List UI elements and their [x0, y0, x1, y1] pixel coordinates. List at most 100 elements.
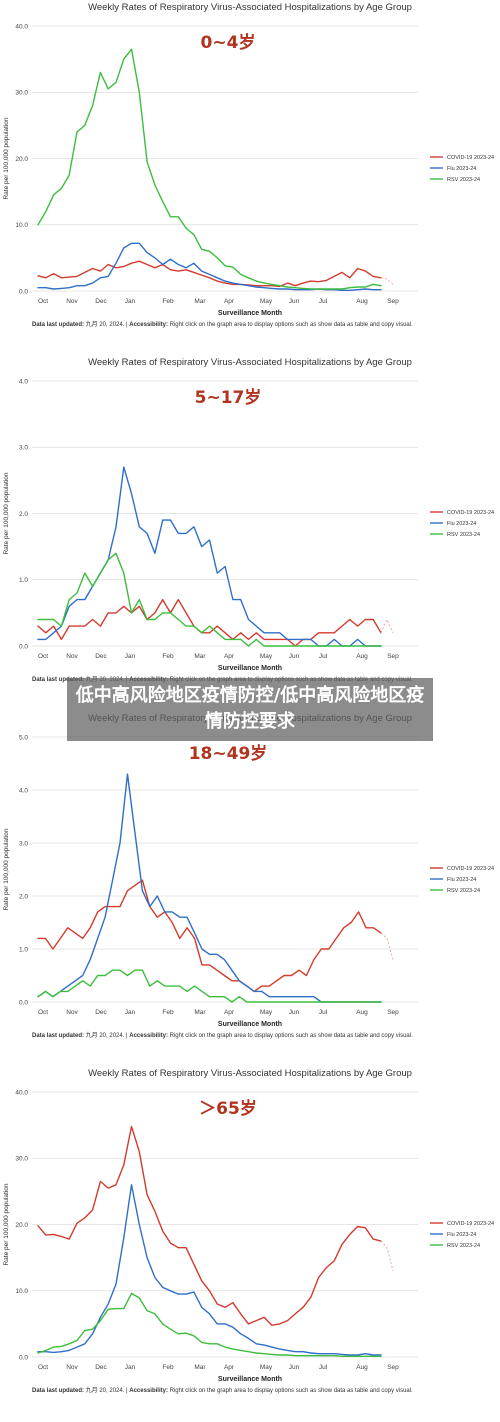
x-tick-label: Apr [224, 1009, 235, 1016]
series-projection [380, 618, 394, 634]
footnote-accessibility-label: Accessibility: [129, 1033, 168, 1039]
y-tick-label: 1.0 [19, 577, 28, 584]
x-tick-label: Feb [162, 1009, 174, 1016]
legend-label: Flu 2023-24 [447, 521, 476, 527]
footnote-text: Right click on the graph area to display… [168, 1388, 413, 1394]
overlay-text: 低中高风险地区疫情防控/低中高风险地区疫情防控要求 [75, 685, 425, 732]
x-tick-label: Nov [66, 1364, 78, 1371]
x-tick-label: Jun [289, 1009, 300, 1016]
y-axis-label: Rate per 100,000 population [3, 117, 10, 199]
y-tick-label: 0.0 [19, 288, 28, 295]
x-tick-label: Jun [289, 1364, 300, 1371]
age-group-label: 0~4岁 [201, 32, 256, 53]
y-tick-label: 4.0 [19, 378, 28, 385]
legend-label: Flu 2023-24 [447, 1232, 476, 1238]
chart-panel: Weekly Rates of Respiratory Virus-Associ… [0, 0, 500, 355]
footnote-updated-label: Data last updated: [32, 1033, 84, 1039]
series-line [37, 466, 382, 647]
x-tick-label: Sep [387, 1364, 399, 1371]
y-tick-label: 20.0 [15, 156, 28, 163]
x-tick-label: Dec [95, 1364, 107, 1371]
series-projection [380, 932, 394, 960]
x-tick-label: Feb [162, 298, 174, 305]
x-tick-label: Oct [38, 1364, 48, 1371]
x-tick-label: May [260, 298, 273, 305]
legend-label: RSV 2023-24 [447, 888, 480, 894]
footnote-accessibility-label: Accessibility: [129, 322, 168, 328]
x-tick-label: May [260, 1364, 273, 1371]
footnote-text: Right click on the graph area to display… [168, 322, 413, 328]
x-tick-label: Nov [66, 653, 78, 660]
legend-label: Flu 2023-24 [447, 166, 476, 172]
footnote-accessibility-label: Accessibility: [129, 1388, 168, 1394]
x-tick-label: Aug [356, 653, 368, 660]
y-tick-label: 40.0 [15, 23, 28, 30]
legend-label: COVID-19 2023-24 [447, 866, 494, 872]
legend-label: RSV 2023-24 [447, 177, 480, 183]
series-line [37, 48, 382, 290]
legend-label: COVID-19 2023-24 [447, 155, 494, 161]
x-tick-label: Dec [95, 1009, 107, 1016]
y-tick-label: 40.0 [15, 1089, 28, 1096]
y-tick-label: 30.0 [15, 1156, 28, 1163]
chart-title: Weekly Rates of Respiratory Virus-Associ… [88, 357, 412, 368]
chart-panel: Weekly Rates of Respiratory Virus-Associ… [0, 1066, 500, 1421]
y-tick-label: 2.0 [19, 893, 28, 900]
series-line [37, 260, 382, 288]
legend-label: RSV 2023-24 [447, 532, 480, 538]
footnote-date: 九月 20, 2024. | [84, 1031, 129, 1039]
y-tick-label: 5.0 [19, 734, 28, 741]
chart-panel: Weekly Rates of Respiratory Virus-Associ… [0, 711, 500, 1066]
x-tick-label: Mar [194, 653, 206, 660]
y-tick-label: 0.0 [19, 643, 28, 650]
watermark-overlay: 低中高风险地区疫情防控/低中高风险地区疫情防控要求 [67, 678, 433, 741]
y-tick-label: 2.0 [19, 511, 28, 518]
x-tick-label: Jan [125, 653, 136, 660]
age-group-label: 5~17岁 [195, 387, 262, 408]
series-line [37, 552, 382, 647]
x-tick-label: May [260, 653, 273, 660]
x-tick-label: Oct [38, 653, 48, 660]
x-axis-label: Surveillance Month [218, 310, 282, 317]
x-tick-label: Jan [125, 1009, 136, 1016]
y-tick-label: 0.0 [19, 999, 28, 1006]
x-tick-label: Jan [125, 1364, 136, 1371]
series-line [37, 1184, 382, 1356]
legend-label: COVID-19 2023-24 [447, 510, 494, 516]
x-tick-label: Oct [38, 298, 48, 305]
x-tick-label: Sep [387, 298, 399, 305]
x-tick-label: Aug [356, 1009, 368, 1016]
x-tick-label: Mar [194, 1364, 206, 1371]
series-line [37, 242, 382, 291]
x-tick-label: Jul [319, 1009, 328, 1016]
x-tick-label: Jun [289, 298, 300, 305]
x-tick-label: Jan [125, 298, 136, 305]
x-axis-label: Surveillance Month [218, 1021, 282, 1028]
footnote-date: 九月 20, 2024. | [84, 320, 129, 328]
x-tick-label: Nov [66, 298, 78, 305]
series-line [37, 1292, 382, 1357]
x-tick-label: May [260, 1009, 273, 1016]
chart-title: Weekly Rates of Respiratory Virus-Associ… [88, 1068, 412, 1079]
x-tick-label: Aug [356, 298, 368, 305]
footnote-date: 九月 20, 2024. | [84, 1386, 129, 1394]
x-tick-label: Sep [387, 1009, 399, 1016]
series-line [37, 598, 382, 647]
y-tick-label: 20.0 [15, 1222, 28, 1229]
footnote-updated-label: Data last updated: [32, 1388, 84, 1394]
x-tick-label: Nov [66, 1009, 78, 1016]
x-tick-label: Feb [162, 1364, 174, 1371]
x-tick-label: Mar [194, 1009, 206, 1016]
footnote-updated-label: Data last updated: [32, 322, 84, 328]
series-line [37, 969, 382, 1003]
x-tick-label: Oct [38, 1009, 48, 1016]
x-axis-label: Surveillance Month [218, 1376, 282, 1383]
x-axis-label: Surveillance Month [218, 665, 282, 672]
x-tick-label: Mar [194, 298, 206, 305]
legend-label: COVID-19 2023-24 [447, 1221, 494, 1227]
footnote: Data last updated: 九月 20, 2024. | Access… [32, 1031, 413, 1039]
legend-label: Flu 2023-24 [447, 877, 476, 883]
y-tick-label: 30.0 [15, 90, 28, 97]
x-tick-label: Jul [319, 653, 328, 660]
y-axis-label: Rate per 100,000 population [3, 1183, 10, 1265]
